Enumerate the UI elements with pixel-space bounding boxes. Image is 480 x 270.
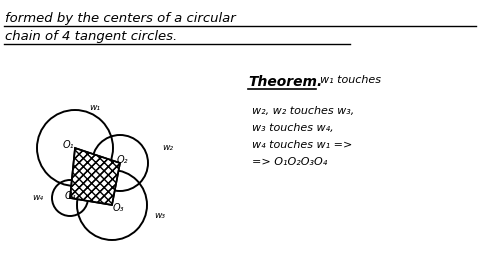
Text: w₂, w₂ touches w₃,: w₂, w₂ touches w₃, xyxy=(252,106,354,116)
Text: w₁ touches: w₁ touches xyxy=(320,75,381,85)
Text: chain of 4 tangent circles.: chain of 4 tangent circles. xyxy=(5,30,177,43)
Text: O₂: O₂ xyxy=(116,155,128,165)
Text: w₃ touches w₄,: w₃ touches w₄, xyxy=(252,123,334,133)
Text: w₂: w₂ xyxy=(163,143,173,153)
Text: Theorem.: Theorem. xyxy=(248,75,322,89)
Text: O₁: O₁ xyxy=(62,140,74,150)
Text: w₃: w₃ xyxy=(155,211,166,220)
Text: w₄: w₄ xyxy=(33,194,44,202)
Text: w₁: w₁ xyxy=(89,103,100,113)
Text: => O₁O₂O₃O₄: => O₁O₂O₃O₄ xyxy=(252,157,327,167)
Text: O₄: O₄ xyxy=(64,191,76,201)
Text: w₄ touches w₁ =>: w₄ touches w₁ => xyxy=(252,140,352,150)
Text: formed by the centers of a circular: formed by the centers of a circular xyxy=(5,12,236,25)
Polygon shape xyxy=(70,148,120,205)
Text: O₃: O₃ xyxy=(112,203,124,213)
